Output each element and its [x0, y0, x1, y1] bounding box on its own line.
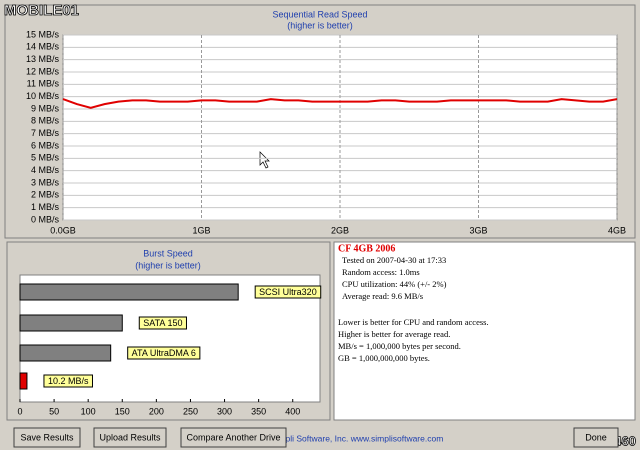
button[interactable]: Save Results	[13, 427, 81, 448]
bar-label: SATA 150	[143, 318, 182, 328]
y-tick-label: 7 MB/s	[31, 128, 60, 138]
button-label[interactable]: Upload Results	[99, 432, 161, 442]
read-title: Sequential Read Speed	[272, 9, 367, 19]
y-tick-label: 13 MB/s	[26, 54, 60, 64]
info-line: Random access: 1.0ms	[342, 267, 420, 277]
y-tick-label: 2 MB/s	[31, 190, 60, 200]
x-tick-label: 200	[149, 406, 164, 416]
y-tick-label: 6 MB/s	[31, 140, 60, 150]
y-tick-label: 3 MB/s	[31, 177, 60, 187]
bar-label-box	[43, 374, 93, 388]
x-tick-label: 350	[251, 406, 266, 416]
read-line	[62, 98, 618, 109]
x-tick-label: 300	[217, 406, 232, 416]
y-tick-label: 5 MB/s	[31, 153, 60, 163]
y-tick-label: 11 MB/s	[27, 79, 60, 89]
bar-label-box	[138, 316, 187, 330]
info-note: MB/s = 1,000,000 bytes per second.	[338, 341, 461, 351]
bar	[19, 283, 239, 301]
burst-subtitle: (higher is better)	[135, 260, 201, 270]
y-tick-label: 10 MB/s	[26, 91, 60, 101]
button-face[interactable]	[573, 427, 619, 448]
button-face[interactable]	[13, 427, 81, 448]
info-note: Higher is better for average read.	[338, 329, 450, 339]
info-line: CPU utilization: 44% (+/- 2%)	[342, 279, 447, 289]
x-tick-label: 100	[81, 406, 96, 416]
x-tick-label: 150	[115, 406, 130, 416]
info-line: Tested on 2007-04-30 at 17:33	[342, 255, 446, 265]
button[interactable]: Compare Another Drive	[180, 427, 287, 448]
x-tick-label: 0.0GB	[50, 225, 76, 235]
y-tick-label: 9 MB/s	[31, 103, 60, 113]
bar-label: 10.2 MB/s	[48, 376, 89, 386]
bar-label: ATA UltraDMA 6	[132, 348, 196, 358]
read-subtitle: (higher is better)	[287, 20, 353, 30]
button-label[interactable]: Done	[585, 432, 607, 442]
x-tick-label: 250	[183, 406, 198, 416]
y-tick-label: 8 MB/s	[31, 116, 60, 126]
button-label[interactable]: Compare Another Drive	[186, 432, 280, 442]
mouse-cursor	[259, 151, 270, 169]
bar	[19, 314, 123, 332]
x-tick-label: 400	[285, 406, 300, 416]
bar-label: SCSI Ultra320	[259, 287, 317, 297]
burst-title: Burst Speed	[143, 248, 193, 258]
button-face[interactable]	[180, 427, 287, 448]
y-tick-label: 14 MB/s	[26, 42, 60, 52]
info-line: Average read: 9.6 MB/s	[342, 291, 423, 301]
info-panel	[333, 241, 636, 421]
button-face[interactable]	[93, 427, 167, 448]
bar-label-box	[254, 285, 322, 299]
x-tick-label: 4GB	[608, 225, 626, 235]
bar	[19, 372, 28, 390]
x-tick-label: 2GB	[331, 225, 349, 235]
watermark-logo: MOBILE01	[4, 2, 79, 19]
button-label[interactable]: Save Results	[20, 432, 74, 442]
info-note: GB = 1,000,000,000 bytes.	[338, 353, 430, 363]
y-tick-label: 15 MB/s	[26, 29, 60, 39]
bar-label-box	[127, 346, 201, 360]
x-tick-label: 50	[49, 406, 59, 416]
bar	[19, 344, 112, 362]
button[interactable]: Done	[573, 427, 619, 448]
info-note: Lower is better for CPU and random acces…	[338, 317, 489, 327]
y-tick-label: 12 MB/s	[26, 66, 60, 76]
x-tick-label: 0	[17, 406, 22, 416]
x-tick-label: 3GB	[469, 225, 487, 235]
y-tick-label: 1 MB/s	[31, 202, 60, 212]
copyright: Copyright (C) 2004 Simpli Software, Inc.…	[197, 433, 444, 443]
x-tick-label: 1GB	[192, 225, 210, 235]
drive-name: CF 4GB 2006	[338, 243, 395, 254]
button[interactable]: Upload Results	[93, 427, 167, 448]
y-tick-label: 4 MB/s	[31, 165, 60, 175]
y-tick-label: 0 MB/s	[31, 214, 60, 224]
